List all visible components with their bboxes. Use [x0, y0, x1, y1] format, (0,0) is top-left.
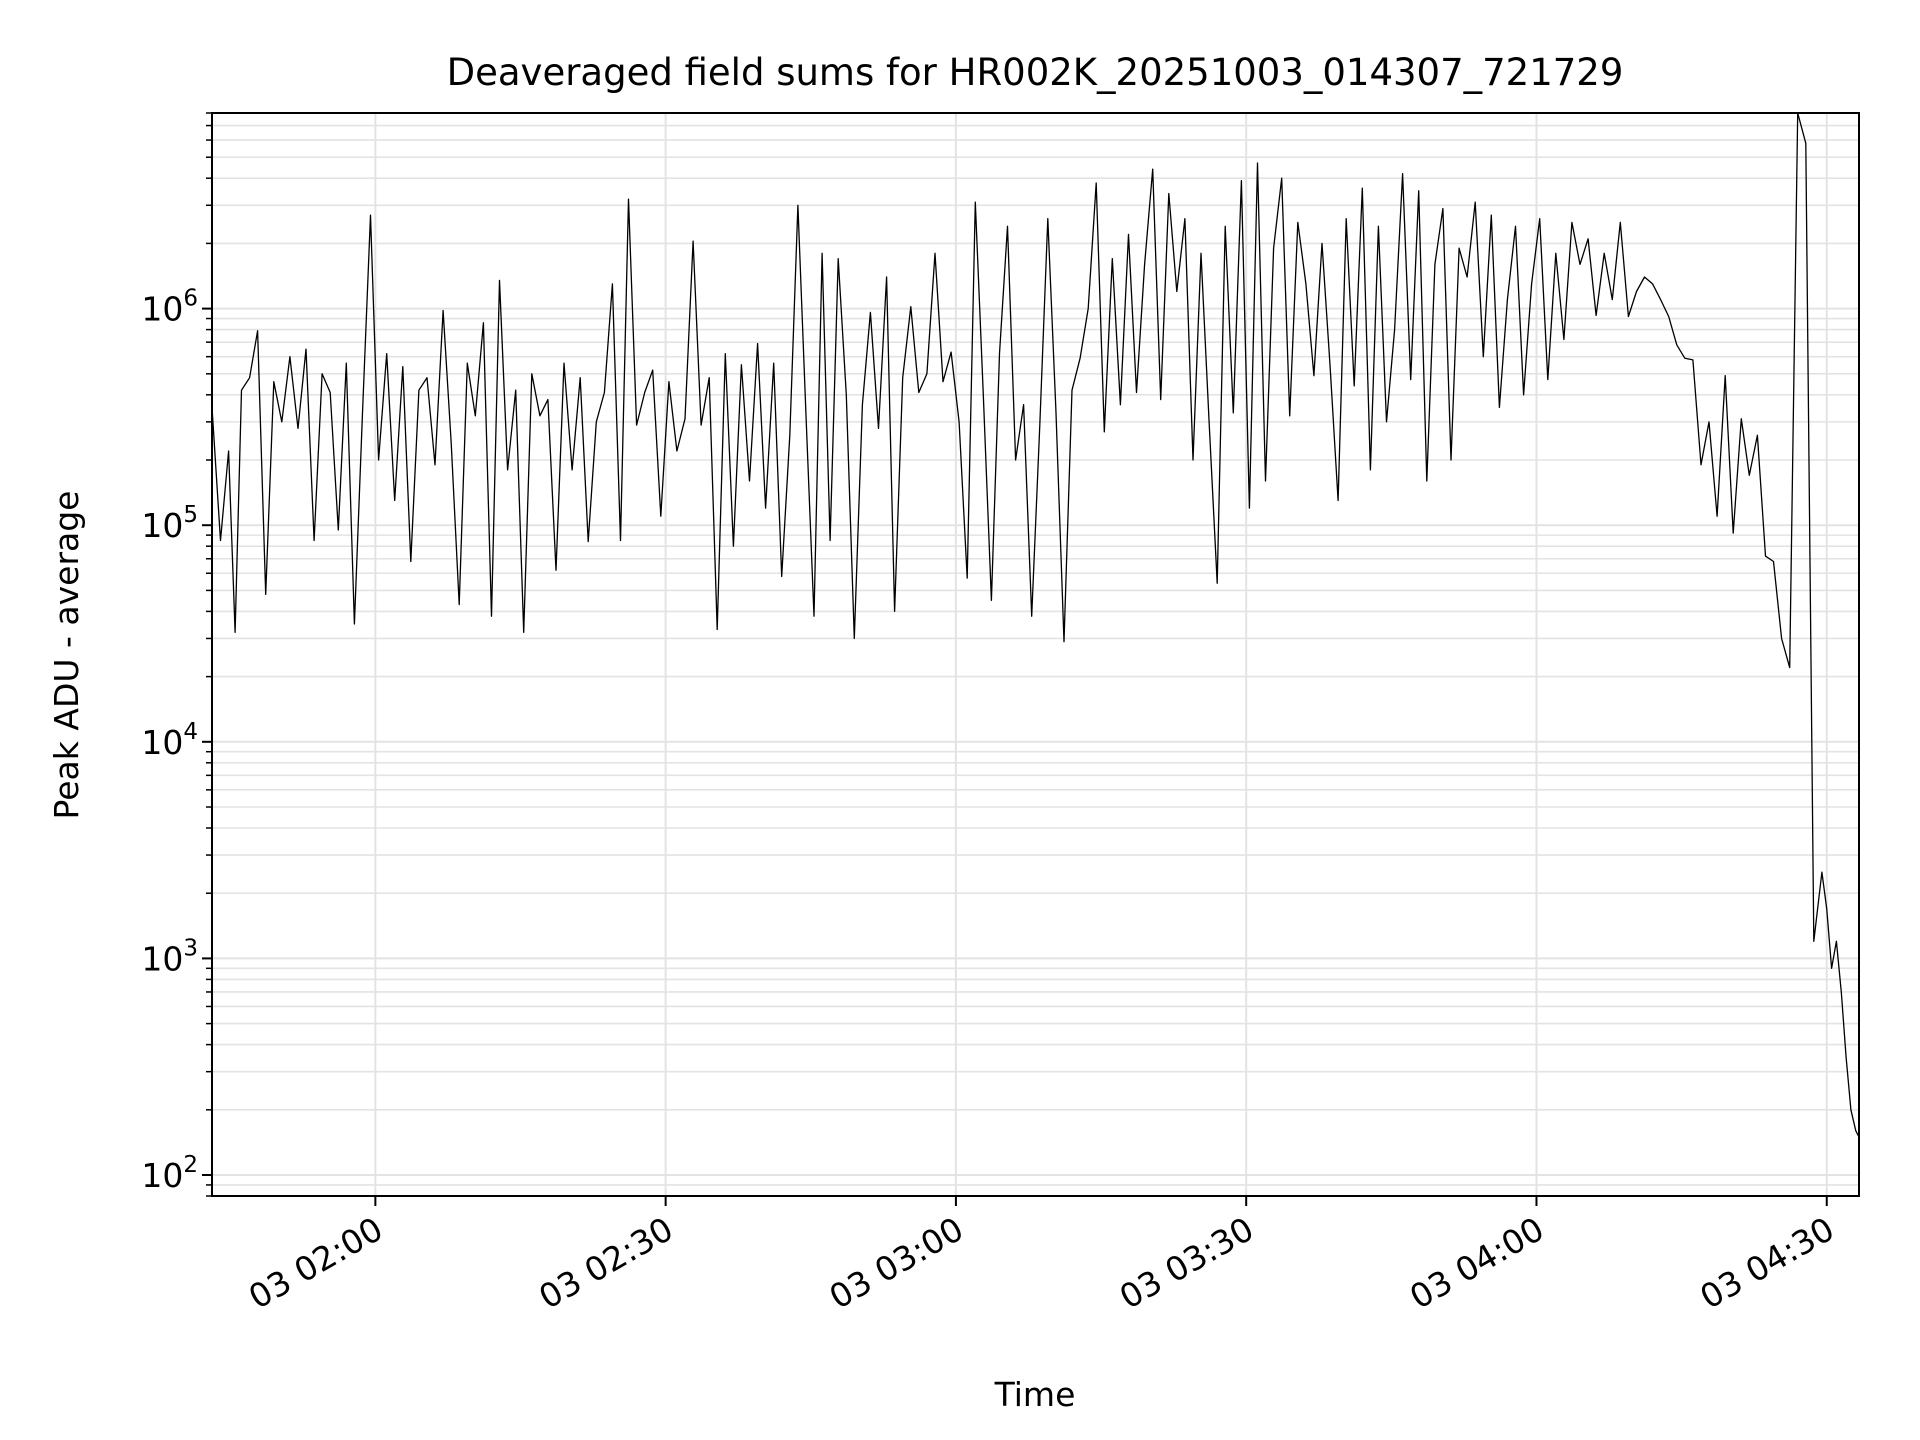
y-tick-label: 106	[141, 286, 198, 329]
x-axis-label: Time	[994, 1375, 1076, 1414]
y-tick-label: 103	[141, 935, 198, 978]
y-tick-label: 104	[141, 719, 198, 762]
grid	[212, 112, 1859, 1197]
chart-title: Deaveraged field sums for HR002K_2025100…	[447, 51, 1624, 94]
series-line	[211, 112, 1860, 1138]
y-tick-label: 102	[141, 1152, 198, 1195]
y-tick-label: 105	[141, 502, 198, 545]
y-axis-label: Peak ADU - average	[47, 491, 86, 820]
plot-area-frame	[211, 112, 1860, 1197]
